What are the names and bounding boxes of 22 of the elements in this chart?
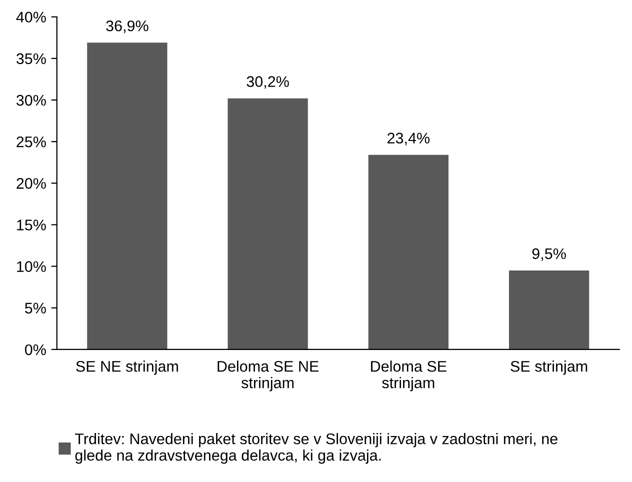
bar bbox=[228, 98, 308, 350]
x-tick-label: SE strinjam bbox=[510, 360, 588, 375]
y-tick-label: 30% bbox=[16, 94, 46, 106]
y-tick-label: 35% bbox=[16, 53, 46, 64]
x-tick-label: SE NE strinjam bbox=[76, 360, 178, 375]
y-tick-label: 40% bbox=[16, 12, 46, 23]
y-tick-label: 5% bbox=[24, 302, 46, 314]
y-tick-label: 10% bbox=[17, 261, 46, 272]
data-label: 23,4% bbox=[388, 132, 430, 146]
x-tick-label: Deloma SE NE strinjam bbox=[218, 360, 319, 392]
bar bbox=[87, 42, 168, 350]
bar bbox=[368, 154, 449, 350]
y-tick-label: 15% bbox=[17, 220, 46, 230]
y-tick-label: 0% bbox=[24, 344, 46, 356]
bar bbox=[508, 270, 590, 350]
y-tick-label: 25% bbox=[16, 136, 46, 148]
x-tick-label: Deloma SE strinjam bbox=[371, 360, 446, 392]
data-label: 30,2% bbox=[246, 76, 289, 89]
data-label: 36,9% bbox=[106, 20, 148, 34]
y-tick-label: 20% bbox=[16, 178, 46, 189]
legend-label: Trditev: Navedeni paket storitev se v Sloveniji izvaja v zadostni meri, ne glede na zdravstvenega delavca, ki ga izvaja. bbox=[75, 433, 558, 464]
data-label: 9,5% bbox=[532, 248, 566, 261]
